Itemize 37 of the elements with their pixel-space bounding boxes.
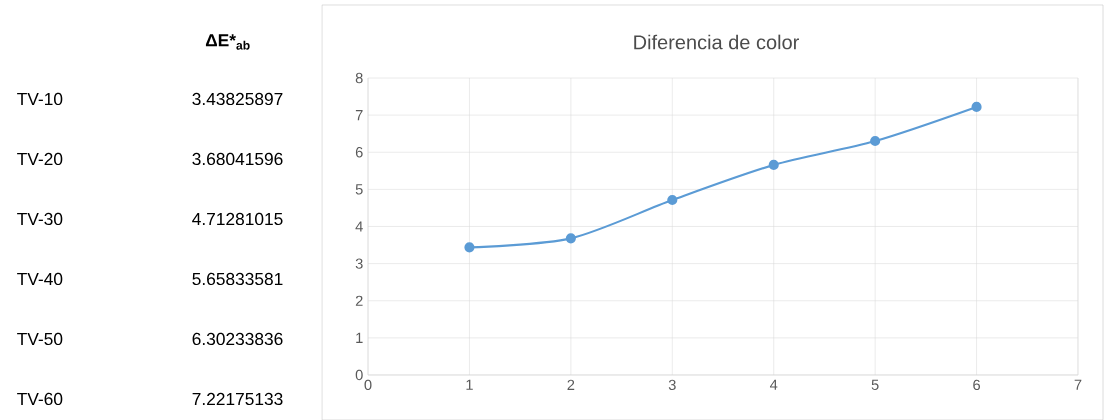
y-tick-label: 1 (356, 332, 363, 343)
point (667, 194, 678, 205)
y-tick-label: 0 (355, 369, 363, 381)
y-tick-label: 2 (355, 295, 363, 306)
y-tick-label: 3 (355, 258, 363, 269)
text: ΔE*$_{ab}$ (205, 34, 250, 50)
text: TV-50 (17, 332, 63, 345)
x-tick-label: 5 (871, 379, 879, 390)
x-tick-label: 7 (1074, 379, 1082, 390)
y-tick-label: 8 (355, 72, 363, 84)
text: TV-30 (17, 212, 63, 225)
point (464, 242, 475, 253)
point (565, 233, 576, 244)
x-tick-label: 3 (668, 379, 676, 390)
text: 3.43825897 (192, 92, 283, 105)
y-tick-label: 4 (355, 221, 363, 232)
text: 5.65833581 (192, 272, 283, 285)
text: TV-60 (17, 392, 63, 405)
chart-title: Diferencia de color (634, 34, 799, 50)
x-tick-label: 0 (364, 379, 372, 390)
text: TV-40 (17, 272, 63, 285)
x-tick-label: 1 (466, 379, 473, 390)
text: TV-20 (17, 152, 63, 165)
x-tick-label: 2 (567, 379, 575, 390)
y-tick-label: 5 (355, 184, 363, 195)
text: 7.22175133 (192, 392, 283, 405)
point (870, 135, 881, 146)
x-tick-label: 4 (769, 379, 778, 390)
text: 4.71281015 (192, 212, 283, 225)
x-tick-label: 6 (973, 379, 980, 390)
text: 6.30233836 (192, 332, 283, 345)
point (768, 159, 779, 170)
text: TV-10 (17, 92, 63, 105)
text: 3.68041596 (192, 152, 283, 165)
y-tick-label: 7 (355, 109, 363, 121)
point (971, 101, 982, 112)
y-tick-label: 6 (355, 146, 363, 158)
